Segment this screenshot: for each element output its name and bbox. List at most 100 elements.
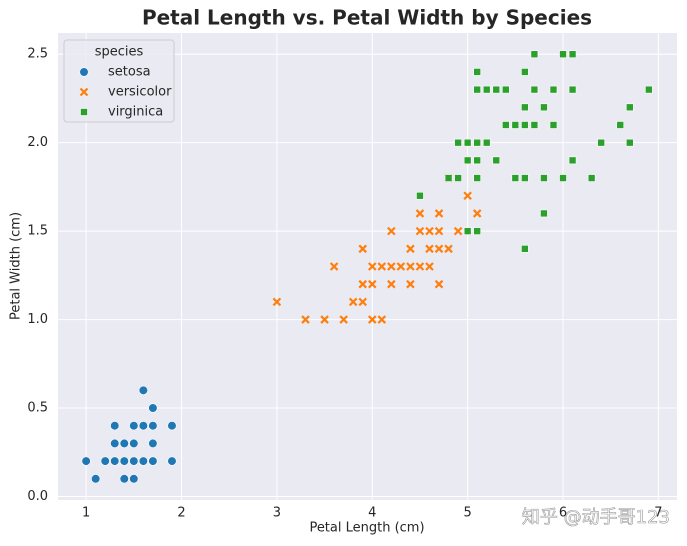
points	[81, 50, 653, 484]
chart-title: Petal Length vs. Petal Width by Species	[142, 6, 592, 30]
point	[587, 174, 596, 182]
legend-box	[63, 39, 175, 123]
point	[521, 174, 529, 182]
point	[501, 85, 510, 94]
legend-marker	[79, 67, 89, 77]
point	[138, 421, 148, 431]
point	[110, 421, 120, 431]
x-tick-label: 4	[368, 506, 376, 521]
point	[463, 156, 472, 165]
point	[473, 138, 481, 147]
point	[616, 121, 625, 129]
point	[119, 456, 129, 466]
point	[568, 85, 577, 94]
point	[367, 279, 377, 289]
point	[472, 209, 482, 218]
point	[387, 279, 396, 289]
point	[454, 174, 462, 182]
point	[473, 68, 481, 76]
point	[129, 421, 139, 431]
y-tick-label: 0.0	[27, 489, 48, 504]
point	[415, 262, 425, 271]
x-tick-label: 3	[273, 506, 281, 521]
point	[540, 103, 548, 112]
point	[358, 297, 368, 307]
point	[549, 85, 558, 94]
y-tick-label: 2.0	[27, 135, 48, 150]
point	[568, 50, 577, 59]
y-tick-label: 1.5	[27, 224, 48, 239]
point	[434, 226, 444, 236]
point	[377, 262, 387, 271]
legend: species setosa versicolor virginica	[63, 39, 175, 123]
point	[148, 456, 158, 466]
point	[625, 138, 634, 147]
point	[511, 174, 520, 182]
point	[540, 174, 548, 182]
point	[568, 156, 577, 165]
point	[521, 103, 529, 112]
point	[148, 438, 158, 448]
point	[167, 456, 177, 466]
point	[559, 174, 567, 182]
legend-label: versicolor	[108, 85, 172, 100]
point	[387, 262, 396, 271]
point	[453, 226, 463, 236]
point	[473, 227, 481, 235]
grid	[58, 33, 677, 500]
point	[416, 191, 424, 200]
legend-label: setosa	[108, 65, 151, 80]
x-tick-label: 5	[464, 506, 472, 521]
x-axis-label: Petal Length (cm)	[309, 521, 424, 536]
point	[406, 279, 415, 289]
point	[367, 262, 377, 271]
point	[272, 297, 282, 307]
point	[482, 85, 491, 94]
point	[406, 244, 415, 254]
point	[415, 209, 425, 218]
point	[138, 385, 148, 395]
point	[473, 85, 481, 94]
point	[473, 174, 481, 182]
point	[434, 279, 444, 289]
point	[482, 138, 491, 147]
legend-label: virginica	[108, 105, 163, 120]
point	[387, 226, 396, 236]
y-tick-label: 0.5	[27, 401, 48, 416]
point	[148, 403, 158, 413]
point	[348, 297, 358, 307]
point	[138, 456, 148, 466]
point	[511, 121, 520, 129]
x-tick-label: 6	[559, 506, 567, 521]
point	[406, 262, 415, 271]
watermark: 知乎 @动手哥123	[522, 507, 670, 528]
point	[415, 226, 425, 236]
point	[119, 474, 129, 484]
point	[521, 68, 529, 76]
point	[434, 209, 444, 218]
point	[425, 226, 434, 236]
point	[129, 438, 139, 448]
point	[501, 121, 510, 129]
point	[645, 85, 653, 94]
point	[549, 121, 558, 129]
point	[463, 227, 472, 235]
point	[329, 262, 339, 271]
point	[444, 244, 453, 254]
point	[492, 85, 501, 94]
point	[339, 315, 348, 324]
point	[492, 156, 501, 165]
x-tick-label: 2	[177, 506, 185, 521]
legend-marker	[79, 87, 89, 97]
point	[119, 438, 129, 448]
point	[358, 244, 368, 254]
point	[358, 279, 368, 289]
point	[100, 456, 110, 466]
point	[434, 244, 444, 254]
point	[110, 456, 120, 466]
point	[396, 262, 406, 271]
point	[91, 474, 101, 484]
point	[463, 191, 472, 201]
point	[425, 244, 434, 254]
